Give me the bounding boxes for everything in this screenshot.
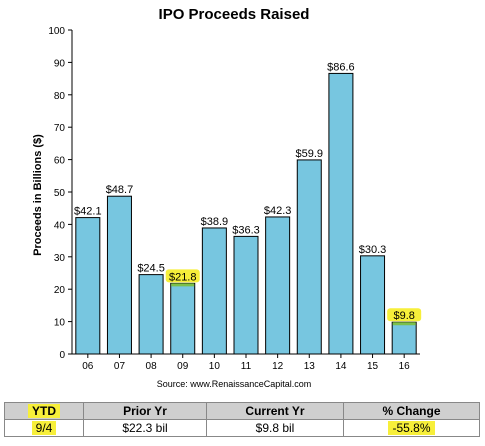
y-tick-label: 80 — [54, 91, 66, 102]
x-tick-label: 10 — [209, 361, 221, 372]
y-tick-label: 30 — [54, 253, 66, 264]
ytd-header-row: YTD Prior Yr Current Yr % Change — [4, 402, 480, 420]
x-tick-label: 06 — [82, 361, 94, 372]
y-tick-label: 10 — [54, 318, 66, 329]
x-tick-label: 09 — [177, 361, 189, 372]
x-tick-label: 13 — [304, 361, 316, 372]
current-yr-header: Current Yr — [206, 402, 344, 420]
ipo-proceeds-chart: IPO Proceeds Raised Proceeds in Billions… — [32, 6, 422, 389]
y-axis-label: Proceeds in Billions ($) — [32, 134, 44, 256]
ytd-date-value: 9/4 — [31, 421, 57, 435]
value-label-07: $48.7 — [106, 184, 134, 196]
bar-13 — [296, 159, 322, 355]
chart-title: IPO Proceeds Raised — [159, 6, 310, 23]
x-tick-label: 15 — [367, 361, 379, 372]
prior-yr-header: Prior Yr — [83, 402, 207, 420]
y-tick-label: 20 — [54, 285, 66, 296]
bar-10 — [201, 227, 227, 355]
x-tick-label: 11 — [241, 361, 252, 372]
x-tick-label: 16 — [399, 361, 411, 372]
value-label-highlight — [387, 308, 422, 322]
value-label-13: $59.9 — [296, 148, 324, 160]
x-tick-label: 08 — [146, 361, 158, 372]
bar-11 — [233, 235, 259, 355]
bar-07 — [106, 195, 132, 355]
current-yr-value: $9.8 bil — [206, 419, 344, 437]
bar-15 — [360, 255, 386, 355]
x-tick-label: 12 — [272, 361, 284, 372]
pct-change-value: -55.8% — [388, 421, 435, 435]
prior-yr-value: $22.3 bil — [83, 419, 207, 437]
value-label-16: $9.8 — [393, 310, 414, 322]
value-label-15: $30.3 — [359, 244, 387, 256]
y-tick-label: 60 — [54, 156, 66, 167]
ytd-header-label: YTD — [28, 404, 60, 418]
value-label-08: $24.5 — [137, 263, 165, 275]
bar-14 — [328, 72, 354, 355]
bar-08 — [138, 274, 164, 355]
ytd-header-cell: YTD — [4, 402, 84, 420]
value-label-10: $38.9 — [201, 216, 229, 228]
bar-09 — [170, 282, 196, 355]
value-label-14: $86.6 — [327, 61, 355, 73]
ytd-summary-table: YTD Prior Yr Current Yr % Change 9/4 $22… — [4, 402, 480, 437]
ytd-data-row: 9/4 $22.3 bil $9.8 bil -55.8% — [4, 419, 480, 437]
y-tick-label: 100 — [48, 26, 65, 37]
ytd-date-cell: 9/4 — [4, 419, 84, 437]
value-label-11: $36.3 — [232, 224, 260, 236]
bar-top-highlight — [171, 283, 195, 287]
bar-12 — [265, 216, 291, 355]
bar-top-highlight — [392, 322, 416, 326]
bar-06 — [75, 217, 101, 355]
y-tick-label: 0 — [59, 350, 65, 361]
y-tick-label: 90 — [54, 58, 66, 69]
x-tick-label: 07 — [114, 361, 126, 372]
y-tick-label: 70 — [54, 123, 66, 134]
bar-16 — [391, 321, 417, 355]
plot-area: 0 10 20 30 40 50 60 70 80 90 100 $42.1 06 $48.7 07 $24.… — [48, 26, 422, 372]
value-label-12: $42.3 — [264, 205, 292, 217]
source-note: Source: www.RenaissanceCapital.com — [157, 379, 312, 389]
value-label-09: $21.8 — [169, 271, 197, 283]
y-tick-label: 40 — [54, 220, 66, 231]
value-label-06: $42.1 — [74, 206, 102, 218]
pct-change-header: % Change — [343, 402, 480, 420]
pct-change-cell: -55.8% — [343, 419, 480, 437]
x-tick-label: 14 — [335, 361, 347, 372]
y-tick-label: 50 — [54, 188, 66, 199]
value-label-highlight — [165, 269, 200, 283]
